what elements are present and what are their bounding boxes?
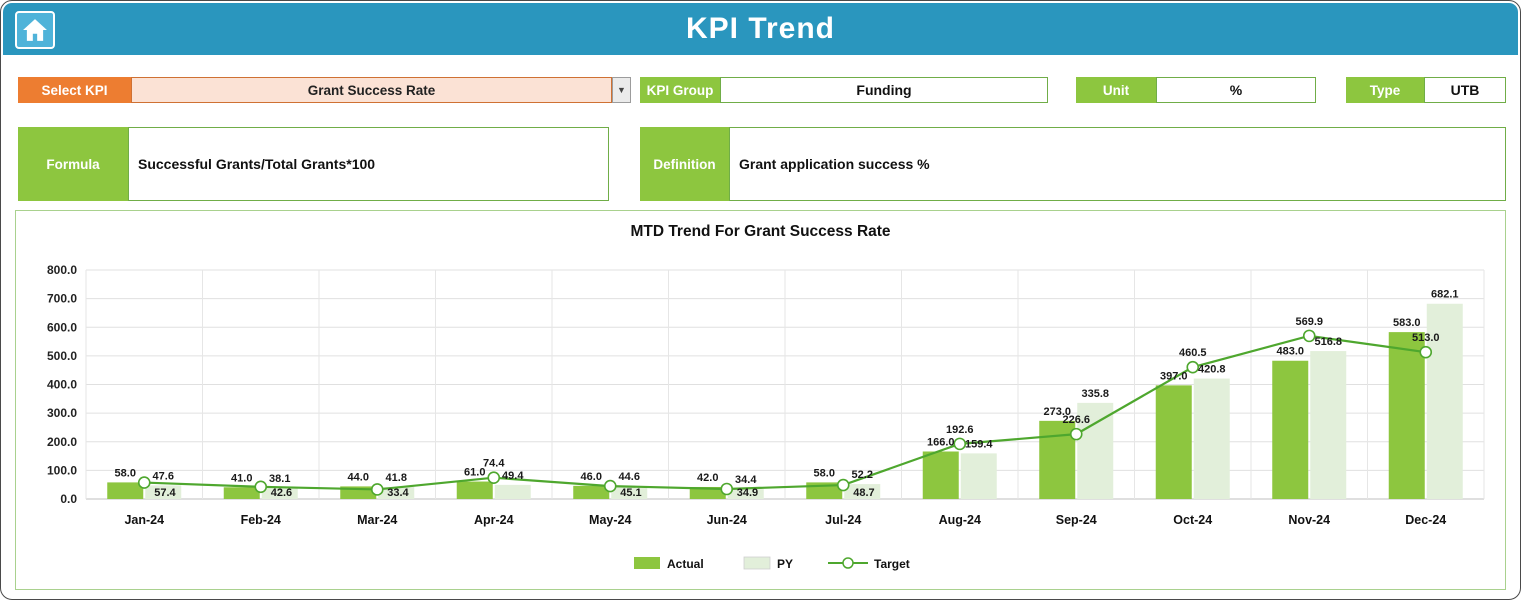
svg-text:44.6: 44.6 <box>619 471 640 483</box>
unit-value: % <box>1156 77 1316 103</box>
svg-text:41.0: 41.0 <box>231 472 252 484</box>
svg-text:300.0: 300.0 <box>47 406 77 420</box>
svg-text:513.0: 513.0 <box>1412 332 1440 344</box>
svg-text:Target: Target <box>874 557 910 571</box>
home-button[interactable] <box>15 11 55 49</box>
svg-text:34.4: 34.4 <box>735 474 757 486</box>
svg-text:192.6: 192.6 <box>946 424 974 436</box>
svg-text:700.0: 700.0 <box>47 292 77 306</box>
definition-label: Definition <box>640 127 729 201</box>
svg-text:682.1: 682.1 <box>1431 289 1459 301</box>
svg-text:Actual: Actual <box>667 557 704 571</box>
svg-text:226.6: 226.6 <box>1062 414 1090 426</box>
y-axis-labels: 0.0 100.0 200.0 300.0 400.0 500.0 600.0 700.0 80… <box>47 263 77 506</box>
kpi-select-value: Grant Success Rate <box>307 82 436 98</box>
svg-text:42.0: 42.0 <box>697 472 718 484</box>
bars <box>107 303 1463 499</box>
target-line <box>137 329 1433 496</box>
svg-text:800.0: 800.0 <box>47 263 77 277</box>
svg-text:47.6: 47.6 <box>153 470 174 482</box>
definition-value: Grant application success % <box>729 127 1506 201</box>
chart-title: MTD Trend For Grant Success Rate <box>630 223 891 240</box>
svg-text:61.0: 61.0 <box>464 467 485 479</box>
svg-text:45.1: 45.1 <box>620 487 641 499</box>
formula-label: Formula <box>18 127 128 201</box>
svg-text:583.0: 583.0 <box>1393 317 1421 329</box>
svg-text:500.0: 500.0 <box>47 349 77 363</box>
svg-text:600.0: 600.0 <box>47 320 77 334</box>
type-label: Type <box>1346 77 1424 103</box>
kpi-group-label: KPI Group <box>640 77 720 103</box>
svg-text:Oct-24: Oct-24 <box>1173 513 1212 527</box>
svg-text:483.0: 483.0 <box>1276 346 1304 358</box>
svg-text:569.9: 569.9 <box>1295 316 1323 328</box>
home-icon <box>23 19 47 41</box>
svg-text:58.0: 58.0 <box>814 467 835 479</box>
svg-text:Aug-24: Aug-24 <box>939 513 981 527</box>
kpi-select-dropdown[interactable]: Grant Success Rate <box>131 77 612 103</box>
formula-value: Successful Grants/Total Grants*100 <box>128 127 609 201</box>
svg-text:460.5: 460.5 <box>1179 347 1207 359</box>
svg-text:57.4: 57.4 <box>154 487 176 499</box>
svg-text:Jun-24: Jun-24 <box>707 513 747 527</box>
svg-text:159.4: 159.4 <box>965 438 993 450</box>
svg-text:Feb-24: Feb-24 <box>241 513 281 527</box>
svg-text:420.8: 420.8 <box>1198 364 1226 376</box>
chevron-down-icon: ▼ <box>617 85 626 95</box>
svg-text:41.8: 41.8 <box>386 472 407 484</box>
page-title: KPI Trend <box>685 12 836 45</box>
svg-text:49.4: 49.4 <box>502 470 524 482</box>
svg-text:Apr-24: Apr-24 <box>474 513 514 527</box>
select-kpi-label: Select KPI <box>18 77 131 103</box>
svg-text:74.4: 74.4 <box>483 458 505 470</box>
data-labels: 58.0 47.6 41.0 38.1 44.0 41.8 61.0 49.4 46.0 44.6… <box>115 289 1459 499</box>
gridlines <box>85 269 1485 500</box>
type-value: UTB <box>1424 77 1506 103</box>
header-bar: KPI Trend <box>3 3 1518 55</box>
svg-text:166.0: 166.0 <box>927 436 955 448</box>
svg-text:52.2: 52.2 <box>852 469 873 481</box>
svg-text:335.8: 335.8 <box>1081 388 1109 400</box>
svg-text:Dec-24: Dec-24 <box>1405 513 1446 527</box>
svg-text:48.7: 48.7 <box>853 487 874 499</box>
unit-label: Unit <box>1076 77 1156 103</box>
svg-text:100.0: 100.0 <box>47 463 77 477</box>
x-axis-labels: Jan-24 Feb-24 Mar-24 Apr-24 May-24 Jun-24 Jul-… <box>124 513 1446 527</box>
svg-text:34.9: 34.9 <box>737 487 758 499</box>
svg-text:0.0: 0.0 <box>60 492 77 506</box>
dropdown-arrow-button[interactable]: ▼ <box>612 77 631 103</box>
svg-text:397.0: 397.0 <box>1160 370 1188 382</box>
svg-text:33.4: 33.4 <box>387 487 409 499</box>
svg-text:Sep-24: Sep-24 <box>1056 513 1097 527</box>
kpi-group-value: Funding <box>720 77 1048 103</box>
svg-text:400.0: 400.0 <box>47 378 77 392</box>
chart-canvas: 0.0 100.0 200.0 300.0 400.0 500.0 600.0 700.0 80… <box>47 263 1485 571</box>
svg-text:200.0: 200.0 <box>47 435 77 449</box>
svg-text:273.0: 273.0 <box>1043 406 1071 418</box>
svg-text:46.0: 46.0 <box>581 471 602 483</box>
kpi-trend-chart: MTD Trend For Grant Success Rate 0.0 100.… <box>15 210 1506 590</box>
svg-text:PY: PY <box>777 557 793 571</box>
svg-text:516.8: 516.8 <box>1314 336 1342 348</box>
svg-text:44.0: 44.0 <box>348 471 369 483</box>
svg-text:Nov-24: Nov-24 <box>1288 513 1330 527</box>
legend: Actual PY Target <box>634 556 910 571</box>
svg-text:Jan-24: Jan-24 <box>124 513 164 527</box>
svg-text:42.6: 42.6 <box>271 487 292 499</box>
svg-text:Mar-24: Mar-24 <box>357 513 397 527</box>
svg-text:58.0: 58.0 <box>115 467 136 479</box>
svg-text:38.1: 38.1 <box>269 473 290 485</box>
svg-text:May-24: May-24 <box>589 513 631 527</box>
svg-text:Jul-24: Jul-24 <box>825 513 861 527</box>
